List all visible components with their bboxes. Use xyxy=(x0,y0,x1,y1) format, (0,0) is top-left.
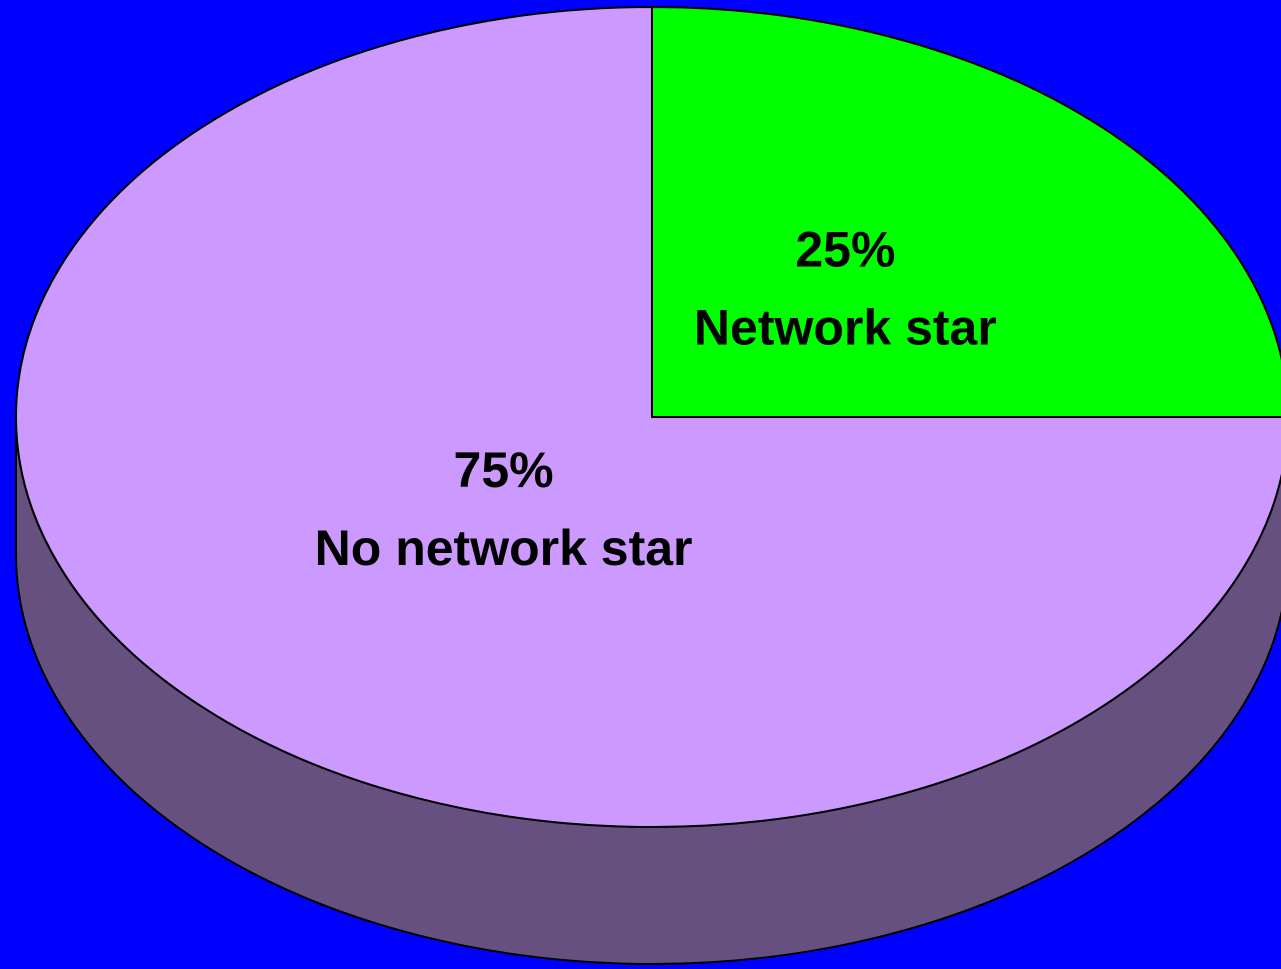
pie-slice xyxy=(651,5,1281,418)
slice-category-label: No network star xyxy=(315,520,693,576)
slice-category-label: Network star xyxy=(694,300,997,356)
slice-value-label: 75% xyxy=(454,442,554,498)
slice-value-label: 25% xyxy=(795,222,895,278)
pie-slice xyxy=(15,5,1281,828)
